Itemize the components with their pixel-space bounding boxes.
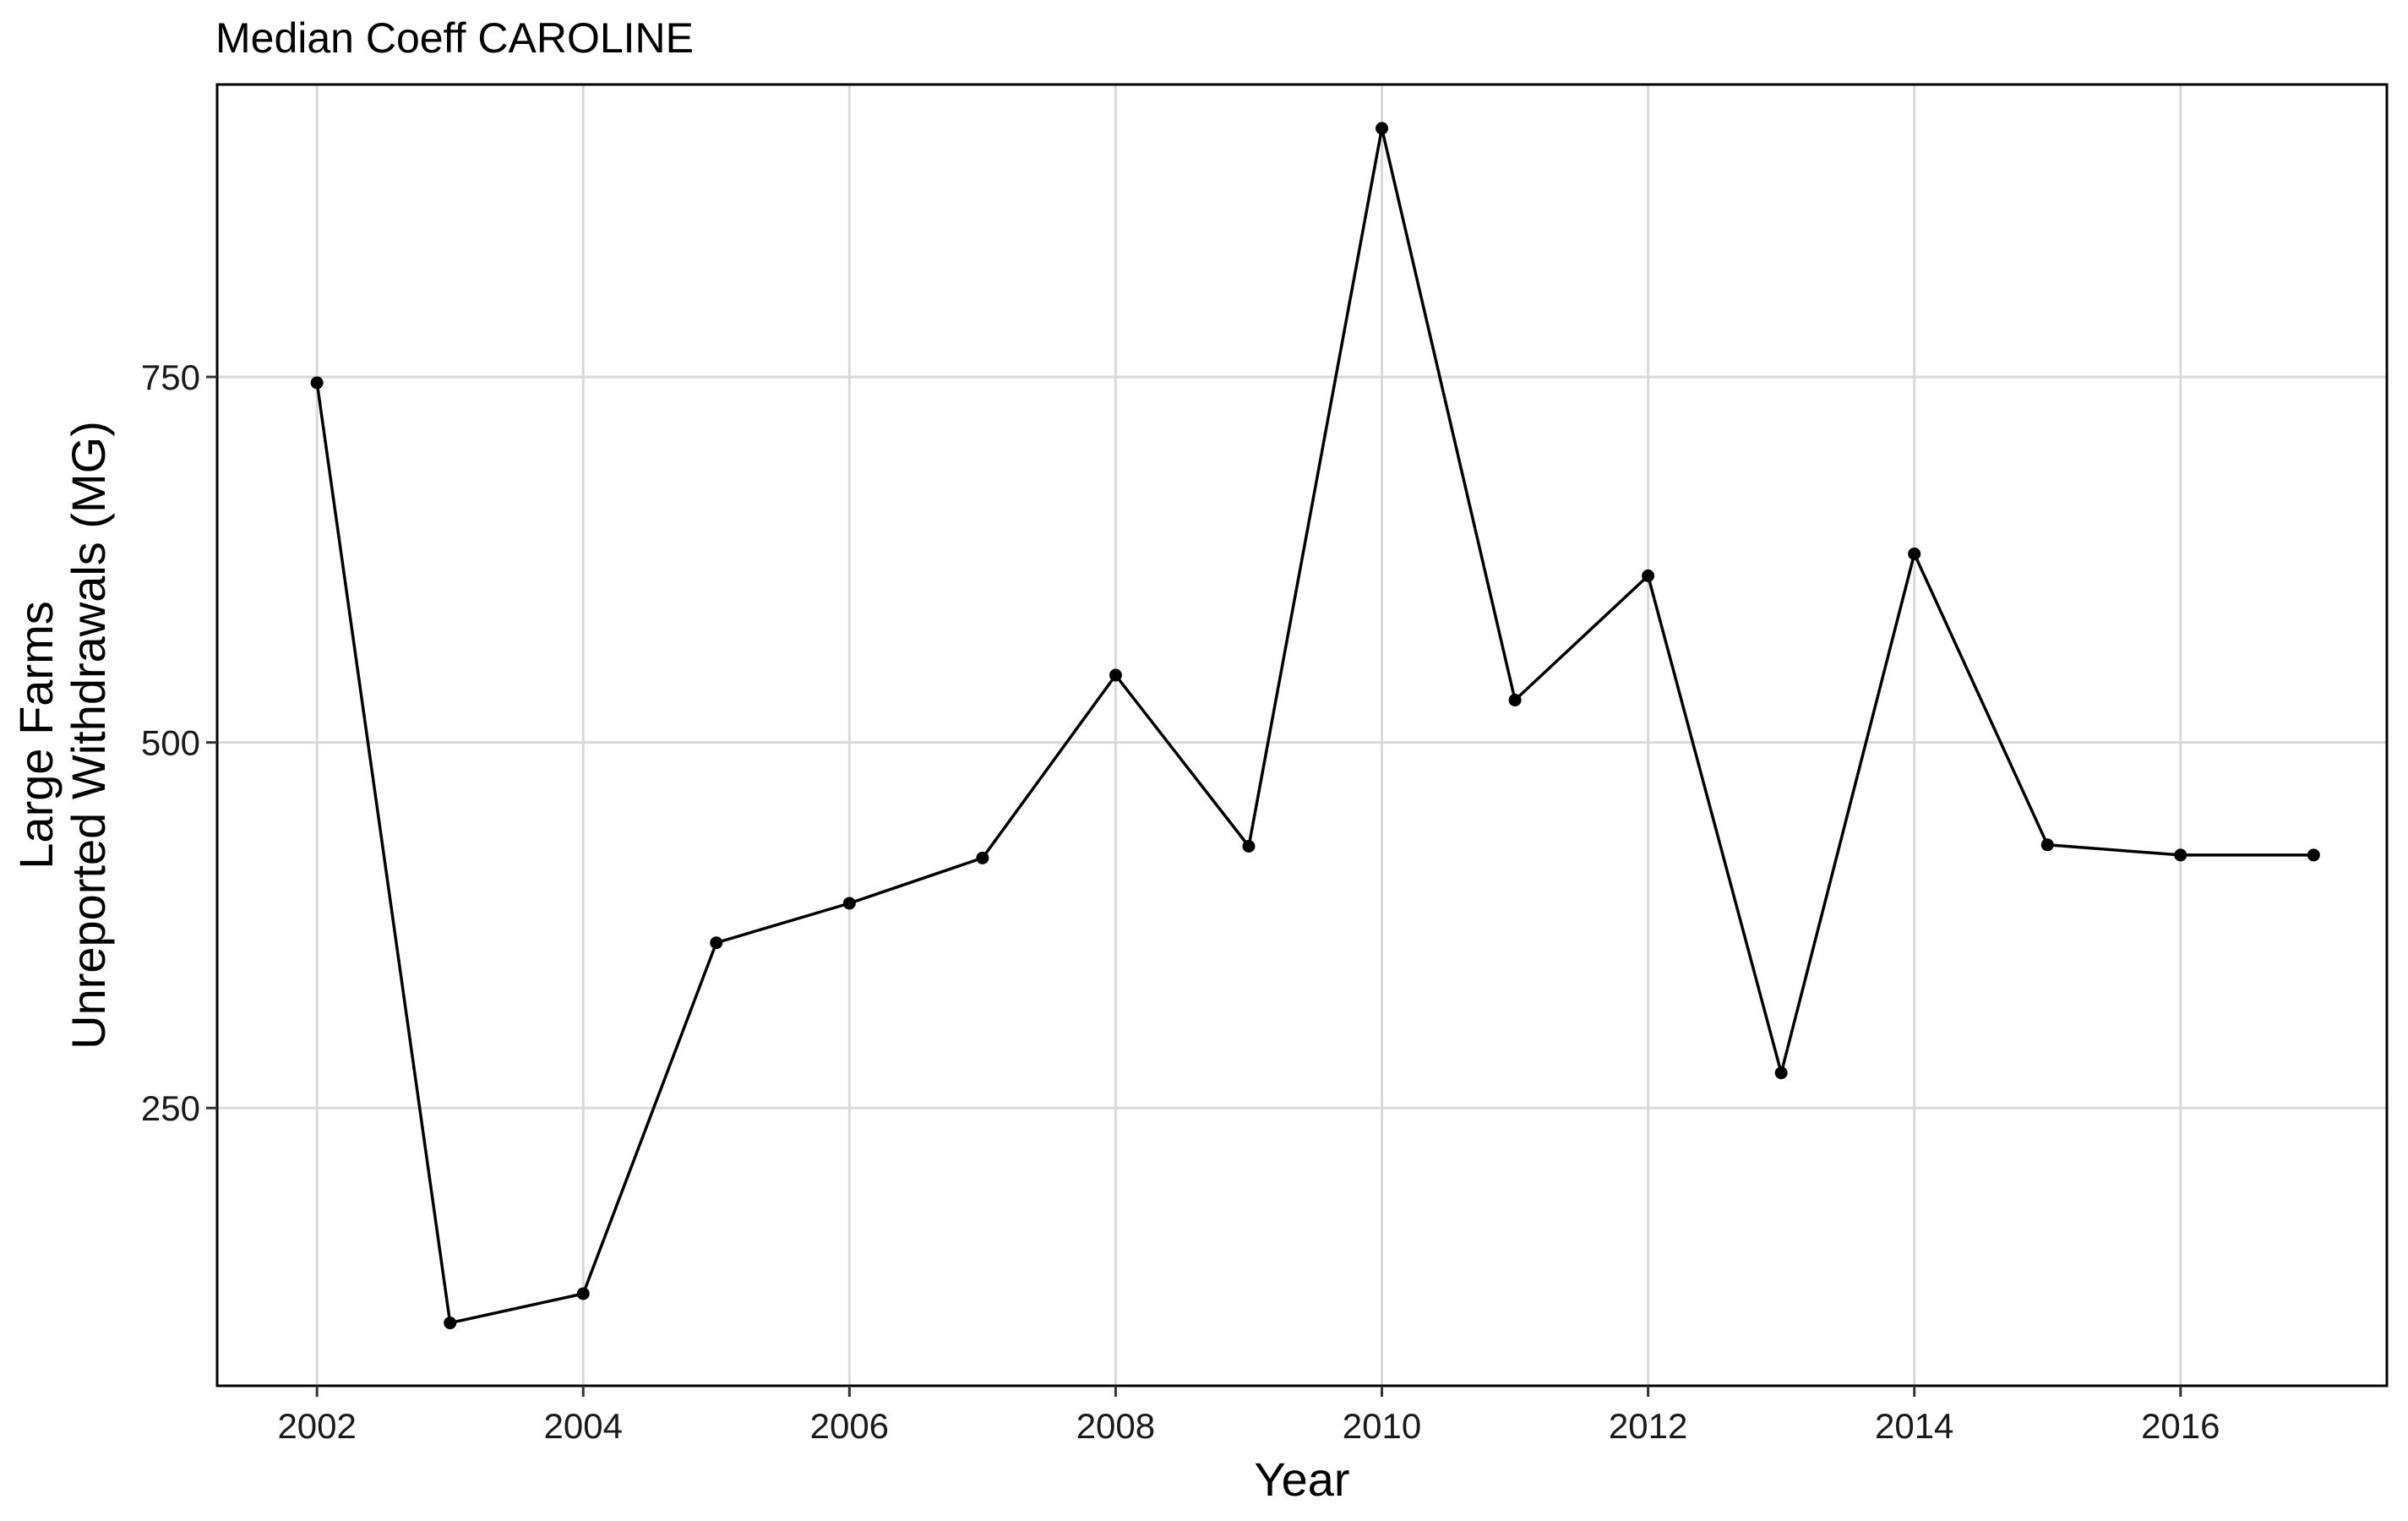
x-tick-label: 2012 (1609, 1406, 1687, 1446)
data-point (2307, 848, 2320, 862)
x-tick-label: 2008 (1076, 1406, 1155, 1446)
axes: 2002 2004 2006 2008 2010 2012 2014 2016 250 500 75… (141, 357, 2220, 1446)
x-tick-label: 2010 (1343, 1406, 1421, 1446)
y-tick-label: 250 (141, 1088, 200, 1128)
y-tick-label: 750 (141, 357, 200, 397)
x-tick-label: 2006 (810, 1406, 889, 1446)
data-point (310, 376, 324, 390)
y-tick-label: 500 (141, 723, 200, 763)
data-point (1376, 122, 1389, 135)
data-point (444, 1317, 457, 1330)
series-layer (310, 122, 2320, 1330)
data-point (976, 851, 989, 864)
data-point (2040, 838, 2054, 852)
data-point (1642, 569, 1655, 582)
x-tick-label: 2014 (1875, 1406, 1953, 1446)
x-tick-label: 2016 (2141, 1406, 2220, 1446)
gridlines (217, 84, 2387, 1386)
data-point (1242, 840, 1256, 853)
x-axis-title: Year (1254, 1453, 1349, 1506)
data-point (2174, 848, 2187, 862)
data-point (1109, 668, 1122, 682)
data-point (842, 897, 856, 910)
chart-title: Median Coeff CAROLINE (215, 14, 694, 62)
data-point (1774, 1066, 1788, 1080)
panel-border (215, 83, 2389, 1387)
y-axis-title-line-2: Unreported Withdrawals (MG) (62, 421, 115, 1049)
y-axis-title-line-1: Large Farms (9, 601, 63, 869)
data-point (1908, 547, 1921, 560)
data-point (1508, 693, 1522, 706)
data-point (710, 936, 723, 950)
series-line (315, 127, 2314, 1325)
data-point (576, 1287, 590, 1300)
x-tick-label: 2002 (277, 1406, 356, 1446)
x-tick-label: 2004 (544, 1406, 623, 1446)
